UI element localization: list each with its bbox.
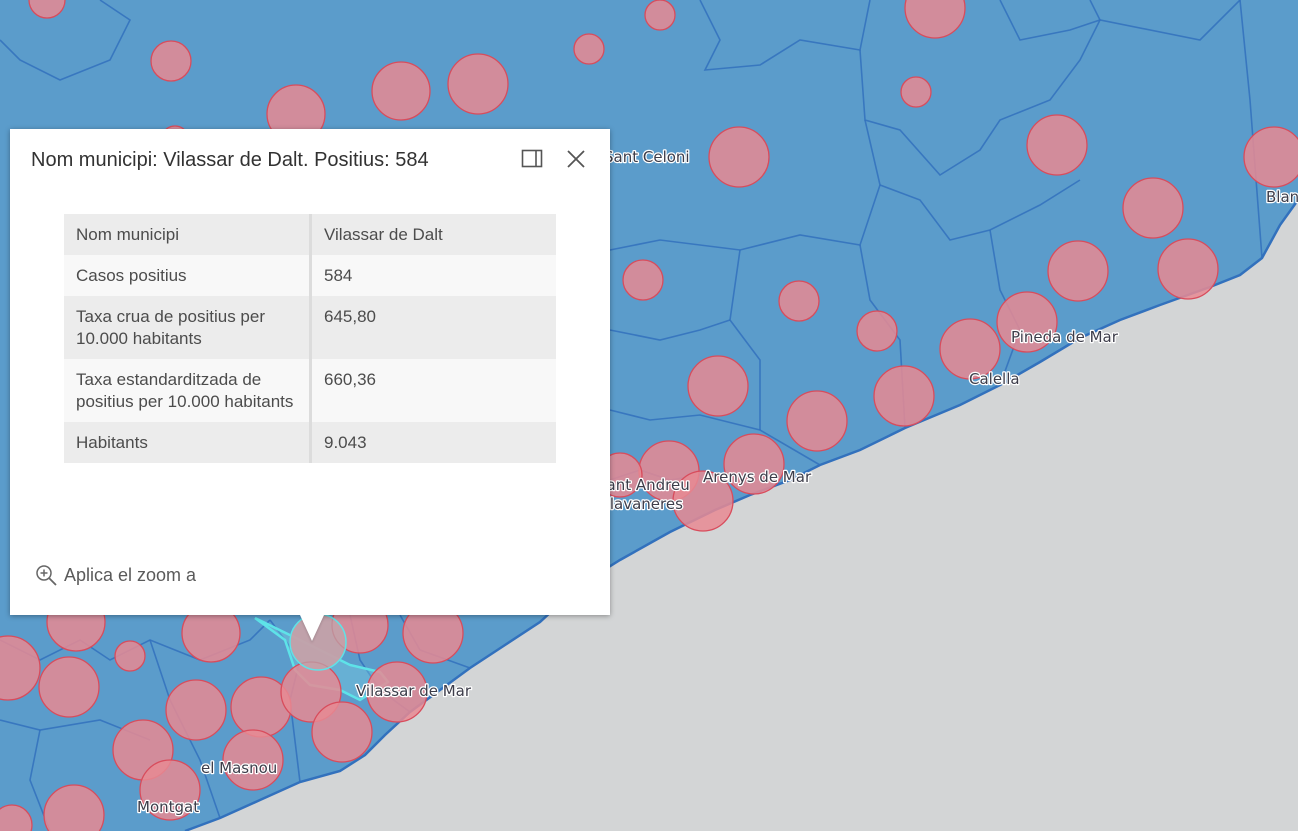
proportional-circle-icon[interactable] xyxy=(114,640,146,672)
proportional-circle-icon[interactable] xyxy=(687,355,749,417)
place-label-calella: Calella xyxy=(969,370,1020,388)
proportional-circle-icon[interactable] xyxy=(366,661,428,723)
attribute-value: 9.043 xyxy=(310,422,556,463)
attribute-key: Habitants xyxy=(64,422,312,463)
close-icon xyxy=(567,150,585,168)
close-button[interactable] xyxy=(564,147,588,171)
proportional-circle-icon[interactable] xyxy=(856,310,898,352)
proportional-circle-icon[interactable] xyxy=(672,470,734,532)
proportional-circle-icon[interactable] xyxy=(1157,238,1219,300)
dock-panel-icon xyxy=(521,149,543,168)
proportional-circle-icon[interactable] xyxy=(644,0,676,31)
proportional-circle-icon[interactable] xyxy=(1026,114,1088,176)
zoom-to-action[interactable]: Aplica el zoom a xyxy=(34,563,196,587)
proportional-circle-icon[interactable] xyxy=(573,33,605,65)
proportional-circle-icon[interactable] xyxy=(139,759,201,821)
proportional-circle-icon[interactable] xyxy=(1243,126,1298,188)
proportional-circle-icon[interactable] xyxy=(904,0,966,39)
attribute-value: 645,80 xyxy=(310,296,556,359)
zoom-to-label: Aplica el zoom a xyxy=(64,564,197,585)
proportional-circle-icon[interactable] xyxy=(43,784,105,831)
feature-popup: Nom municipi: Vilassar de Dalt. Positius… xyxy=(10,129,610,641)
proportional-circle-icon[interactable] xyxy=(723,433,785,495)
place-label-el-masnou: el Masnou xyxy=(201,759,277,777)
place-label-arenys-de-mar: Arenys de Mar xyxy=(703,468,812,486)
place-label-vilassar-de-mar: Vilassar de Mar xyxy=(356,682,472,700)
dock-button[interactable] xyxy=(520,147,544,171)
popup-title: Nom municipi: Vilassar de Dalt. Positius… xyxy=(31,149,429,171)
proportional-circle-icon[interactable] xyxy=(371,61,431,121)
place-label-montgat: Montgat xyxy=(137,798,199,816)
proportional-circle-icon[interactable] xyxy=(165,679,227,741)
proportional-circle-icon[interactable] xyxy=(0,804,33,831)
proportional-circle-icon[interactable] xyxy=(311,701,373,763)
proportional-circle-icon[interactable] xyxy=(939,318,1001,380)
place-label-sant-celoni: Sant Celoni xyxy=(604,148,690,166)
attribute-key: Casos positius xyxy=(64,255,312,296)
proportional-circle-icon[interactable] xyxy=(778,280,820,322)
attribute-key: Taxa estandarditzada de positius per 10.… xyxy=(64,359,312,422)
proportional-circle-icon[interactable] xyxy=(708,126,770,188)
proportional-circle-icon[interactable] xyxy=(38,656,100,718)
proportional-circle-icon[interactable] xyxy=(28,0,66,19)
table-row: Nom municipi Vilassar de Dalt xyxy=(64,214,556,255)
proportional-circle-icon[interactable] xyxy=(900,76,932,108)
proportional-circle-icon[interactable] xyxy=(222,729,284,791)
attribute-value: Vilassar de Dalt xyxy=(310,214,556,255)
proportional-circle-icon[interactable] xyxy=(996,291,1058,353)
proportional-circle-icon[interactable] xyxy=(873,365,935,427)
proportional-circle-icon[interactable] xyxy=(447,53,509,115)
attribute-table: Nom municipi Vilassar de Dalt Casos posi… xyxy=(64,214,556,463)
attribute-value: 660,36 xyxy=(310,359,556,422)
proportional-circle-icon[interactable] xyxy=(1047,240,1109,302)
proportional-circle-icon[interactable] xyxy=(786,390,848,452)
place-label-blanes: Blanes xyxy=(1266,188,1298,206)
table-row: Taxa estandarditzada de positius per 10.… xyxy=(64,359,556,422)
place-label-pineda-de-mar: Pineda de Mar xyxy=(1011,328,1119,346)
attribute-value: 584 xyxy=(310,255,556,296)
popup-pointer xyxy=(300,615,324,641)
proportional-circle-icon[interactable] xyxy=(0,635,41,701)
place-labels: Sant Celoni Blanes Pineda de Mar Calella… xyxy=(136,147,1298,818)
table-row: Taxa crua de positius per 10.000 habitan… xyxy=(64,296,556,359)
table-row: Casos positius 584 xyxy=(64,255,556,296)
zoom-in-icon xyxy=(36,565,57,586)
proportional-circle-icon[interactable] xyxy=(1122,177,1184,239)
table-row: Habitants 9.043 xyxy=(64,422,556,463)
proportional-circle-icon[interactable] xyxy=(622,259,664,301)
proportional-circle-icon[interactable] xyxy=(150,40,192,82)
place-label-sant-andreu: Sant Andreu xyxy=(597,476,690,494)
attribute-key: Taxa crua de positius per 10.000 habitan… xyxy=(64,296,312,359)
attribute-key: Nom municipi xyxy=(64,214,312,255)
